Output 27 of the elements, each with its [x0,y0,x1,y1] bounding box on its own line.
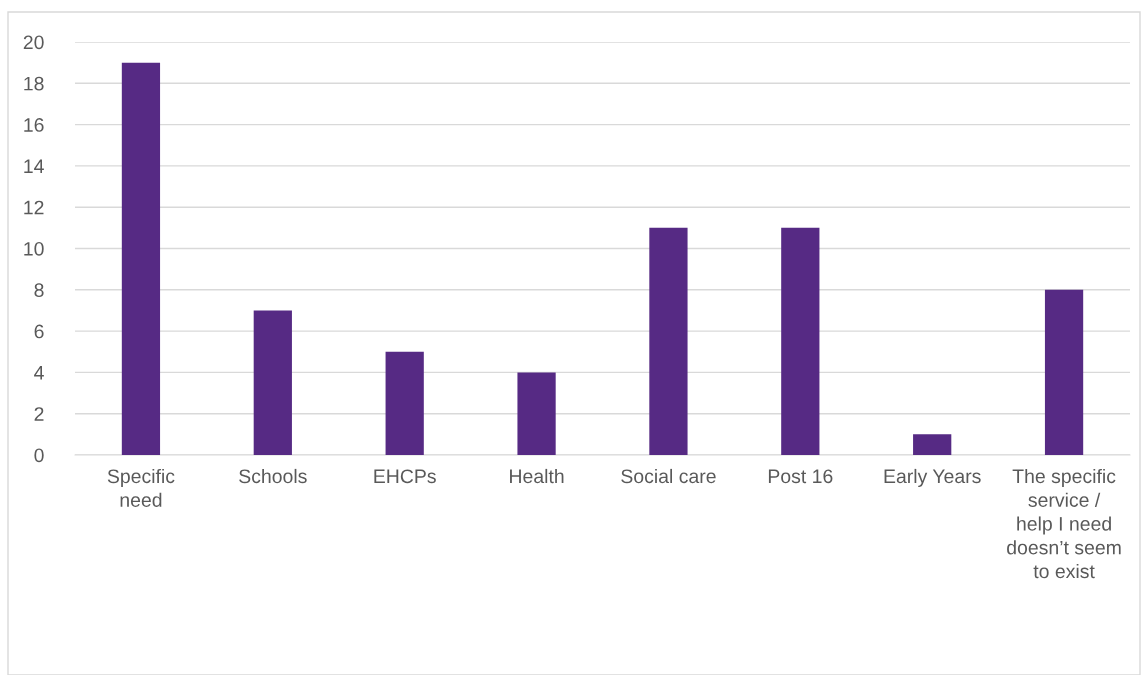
bar [385,351,424,455]
bar [913,434,952,455]
x-tick-label: The specific service / help I need doesn’t seem to exist [1007,468,1121,579]
y-tick-label: 8 [34,283,44,298]
x-tick-label: Specific need [107,468,175,507]
bar [1044,289,1084,455]
bar [781,227,820,455]
y-tick-label: 2 [34,407,44,421]
y-tick-label: 12 [24,200,44,215]
x-tick-label: Health [510,468,564,484]
y-tick-label: 10 [24,241,44,256]
y-tick-label: 6 [34,324,44,339]
x-tick-label: EHCPs [374,469,436,484]
y-tick-label: 4 [34,366,44,380]
bar [517,372,556,455]
y-tick-label: 16 [24,118,44,132]
y-tick-label: 0 [34,448,44,463]
y-tick-label: 18 [24,76,44,91]
bar [253,310,292,455]
x-tick-label: Post 16 [768,469,833,484]
y-tick-label: 20 [23,35,44,50]
x-tick-label: Schools [239,468,307,484]
bar [649,227,688,455]
x-tick-label: Early Years [884,468,981,488]
x-tick-label: Social care [621,468,716,484]
y-tick-label: 14 [24,159,44,173]
bar [121,62,161,455]
